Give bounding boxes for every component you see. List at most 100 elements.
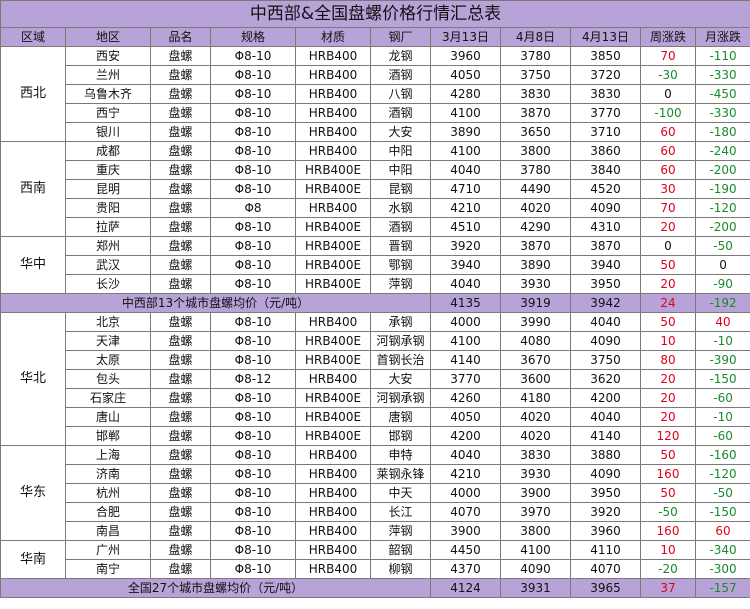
city-cell: 重庆 (65, 160, 151, 180)
month-cell: -330 (694, 103, 750, 123)
city-cell: 天津 (65, 331, 151, 351)
average-label: 全国27个城市盘螺均价（元/吨） (0, 578, 431, 598)
table-row: 银川 盘螺 Φ8-10 HRB400 大安 3890 3650 3710 60 -180 (1, 122, 750, 142)
table-row: 南宁 盘螺 Φ8-10 HRB400 柳钢 4370 4090 4070 -20 -300 (1, 559, 750, 579)
spec-cell: Φ8-10 (210, 464, 296, 484)
region-cell: 华东 (0, 445, 66, 541)
month-cell: -10 (694, 407, 750, 427)
mill-cell: 萍钢 (370, 274, 431, 294)
product-cell: 盘螺 (150, 483, 211, 503)
apr13-cell: 3850 (570, 46, 641, 66)
mill-cell: 鄂钢 (370, 255, 431, 275)
mill-cell: 承钢 (370, 312, 431, 332)
spec-cell: Φ8-10 (210, 350, 296, 370)
mar13-cell: 4124 (430, 578, 501, 598)
month-cell: -150 (694, 502, 750, 522)
table-row: 贵阳 盘螺 Φ8 HRB400 水钢 4210 4020 4090 70 -120 (1, 198, 750, 218)
apr8-cell: 3780 (500, 46, 571, 66)
spec-cell: Φ8-10 (210, 103, 296, 123)
city-cell: 拉萨 (65, 217, 151, 237)
material-cell: HRB400 (295, 103, 371, 123)
mill-cell: 酒钢 (370, 103, 431, 123)
spec-cell: Φ8-10 (210, 502, 296, 522)
column-header: 材质 (295, 27, 371, 47)
week-cell: 0 (640, 236, 696, 256)
city-cell: 武汉 (65, 255, 151, 275)
table-row: 华北 北京 盘螺 Φ8-10 HRB400 承钢 4000 3990 4040 50 40 (0, 312, 750, 446)
mar13-cell: 4510 (430, 217, 501, 237)
month-cell: -50 (694, 236, 750, 256)
mar13-cell: 4710 (430, 179, 501, 199)
week-cell: 60 (640, 122, 696, 142)
mar13-cell: 4210 (430, 198, 501, 218)
apr8-cell: 3919 (500, 293, 571, 313)
spec-cell: Φ8-10 (210, 426, 296, 446)
spec-cell: Φ8-10 (210, 483, 296, 503)
apr13-cell: 4110 (570, 540, 641, 560)
apr13-cell: 4040 (570, 407, 641, 427)
spec-cell: Φ8-10 (210, 255, 296, 275)
material-cell: HRB400 (295, 141, 371, 161)
week-cell: 80 (640, 350, 696, 370)
apr8-cell: 3970 (500, 502, 571, 522)
material-cell: HRB400 (295, 122, 371, 142)
month-cell: -240 (694, 141, 750, 161)
table-row: 兰州 盘螺 Φ8-10 HRB400 酒钢 4050 3750 3720 -30 -330 (1, 65, 750, 85)
city-cell: 长沙 (65, 274, 151, 294)
material-cell: HRB400E (295, 331, 371, 351)
material-cell: HRB400 (295, 559, 371, 579)
table-row: 乌鲁木齐 盘螺 Φ8-10 HRB400 八钢 4280 3830 3830 0 -450 (1, 84, 750, 104)
month-cell: -90 (694, 274, 750, 294)
apr8-cell: 3830 (500, 84, 571, 104)
spec-cell: Φ8-10 (210, 559, 296, 579)
apr13-cell: 3840 (570, 160, 641, 180)
spec-cell: Φ8-10 (210, 388, 296, 408)
product-cell: 盘螺 (150, 65, 211, 85)
mill-cell: 酒钢 (370, 65, 431, 85)
mill-cell: 晋钢 (370, 236, 431, 256)
apr13-cell: 3770 (570, 103, 641, 123)
table-row: 合肥 盘螺 Φ8-10 HRB400 长江 4070 3970 3920 -50 -150 (1, 502, 750, 522)
material-cell: HRB400 (295, 46, 371, 66)
week-cell: 50 (640, 445, 696, 465)
product-cell: 盘螺 (150, 445, 211, 465)
month-cell: -10 (694, 331, 750, 351)
apr8-cell: 3670 (500, 350, 571, 370)
city-cell: 合肥 (65, 502, 151, 522)
city-cell: 南昌 (65, 521, 151, 541)
product-cell: 盘螺 (150, 160, 211, 180)
city-cell: 西宁 (65, 103, 151, 123)
apr8-cell: 4100 (500, 540, 571, 560)
product-cell: 盘螺 (150, 388, 211, 408)
product-cell: 盘螺 (150, 122, 211, 142)
month-cell: -200 (694, 160, 750, 180)
mar13-cell: 4140 (430, 350, 501, 370)
month-cell: -200 (694, 217, 750, 237)
product-cell: 盘螺 (150, 559, 211, 579)
mill-cell: 中阳 (370, 141, 431, 161)
material-cell: HRB400E (295, 160, 371, 180)
product-cell: 盘螺 (150, 312, 211, 332)
apr13-cell: 4200 (570, 388, 641, 408)
material-cell: HRB400E (295, 236, 371, 256)
mar13-cell: 4040 (430, 274, 501, 294)
apr13-cell: 4520 (570, 179, 641, 199)
spec-cell: Φ8-10 (210, 274, 296, 294)
apr13-cell: 3830 (570, 84, 641, 104)
week-cell: 24 (640, 293, 696, 313)
column-header: 月涨跌 (694, 27, 750, 47)
material-cell: HRB400E (295, 350, 371, 370)
city-cell: 南宁 (65, 559, 151, 579)
apr13-cell: 3960 (570, 521, 641, 541)
apr13-cell: 3920 (570, 502, 641, 522)
week-cell: 60 (640, 160, 696, 180)
table-row: 华南 广州 盘螺 Φ8-10 HRB400 韶钢 4450 4100 4110 10 -340 (0, 540, 750, 579)
apr13-cell: 3720 (570, 65, 641, 85)
product-cell: 盘螺 (150, 540, 211, 560)
mill-cell: 莱钢永锋 (370, 464, 431, 484)
apr13-cell: 4070 (570, 559, 641, 579)
table-row: 武汉 盘螺 Φ8-10 HRB400E 鄂钢 3940 3890 3940 50 0 (1, 255, 750, 275)
apr8-cell: 3930 (500, 274, 571, 294)
apr8-cell: 4490 (500, 179, 571, 199)
